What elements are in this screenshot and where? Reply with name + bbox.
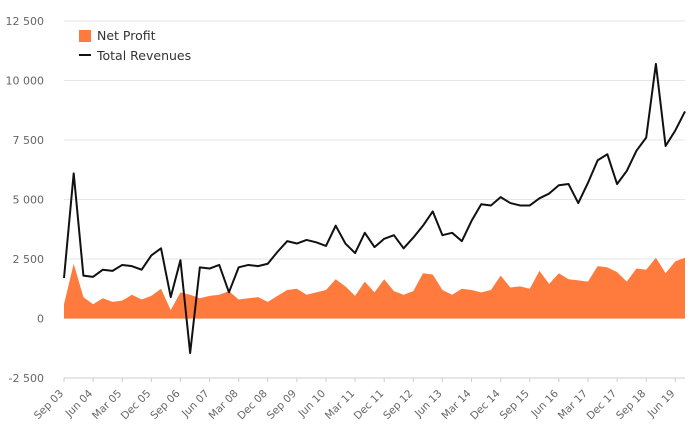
x-tick-label: Jun 13 (412, 388, 445, 421)
x-tick-label: Jun 19 (645, 388, 678, 421)
y-tick-label: 10 000 (6, 75, 45, 88)
x-tick-label: Sep 12 (381, 388, 415, 422)
x-tick-label: Dec 11 (352, 388, 387, 423)
legend: Net Profit Total Revenues (79, 28, 191, 63)
x-tick-label: Mar 11 (323, 388, 357, 422)
x-tick-label: Sep 15 (498, 388, 532, 422)
x-tick-label: Sep 06 (148, 387, 183, 422)
x-tick-label: Dec 14 (468, 387, 503, 422)
y-tick-label: 12 500 (6, 15, 45, 28)
total-revenues-line (63, 62, 686, 355)
x-tick-label: Mar 17 (556, 388, 590, 422)
net-profit-area (64, 257, 685, 319)
grid (64, 20, 685, 379)
legend-swatch-net-profit[interactable] (79, 30, 91, 42)
x-tick-label: Mar 05 (90, 388, 124, 422)
total-revenues-series (63, 62, 686, 355)
x-tick-label: Dec 17 (585, 388, 620, 423)
y-axis: -2 500 0 2 500 5 000 7 500 10 000 12 500 (6, 15, 45, 385)
y-tick-label: 0 (37, 313, 44, 326)
y-tick-label: 7 500 (13, 134, 45, 147)
x-tick-label: Sep 18 (614, 388, 648, 422)
legend-label-total-revenues[interactable]: Total Revenues (96, 48, 191, 63)
x-tick-label: Dec 05 (119, 388, 154, 423)
x-tick-label: Dec 08 (235, 388, 270, 423)
x-tick-label: Mar 08 (206, 388, 240, 422)
x-tick-label: Mar 14 (439, 387, 474, 422)
x-tick-label: Jun 07 (179, 388, 212, 421)
x-tick-label: Jun 10 (296, 388, 329, 421)
y-tick-label: 2 500 (13, 253, 45, 266)
x-tick-label: Sep 09 (265, 388, 299, 422)
x-tick-label: Sep 03 (32, 388, 66, 422)
y-tick-label: -2 500 (9, 372, 44, 385)
legend-label-net-profit[interactable]: Net Profit (97, 28, 156, 43)
y-tick-label: 5 000 (13, 194, 45, 207)
net-profit-series (64, 257, 685, 319)
